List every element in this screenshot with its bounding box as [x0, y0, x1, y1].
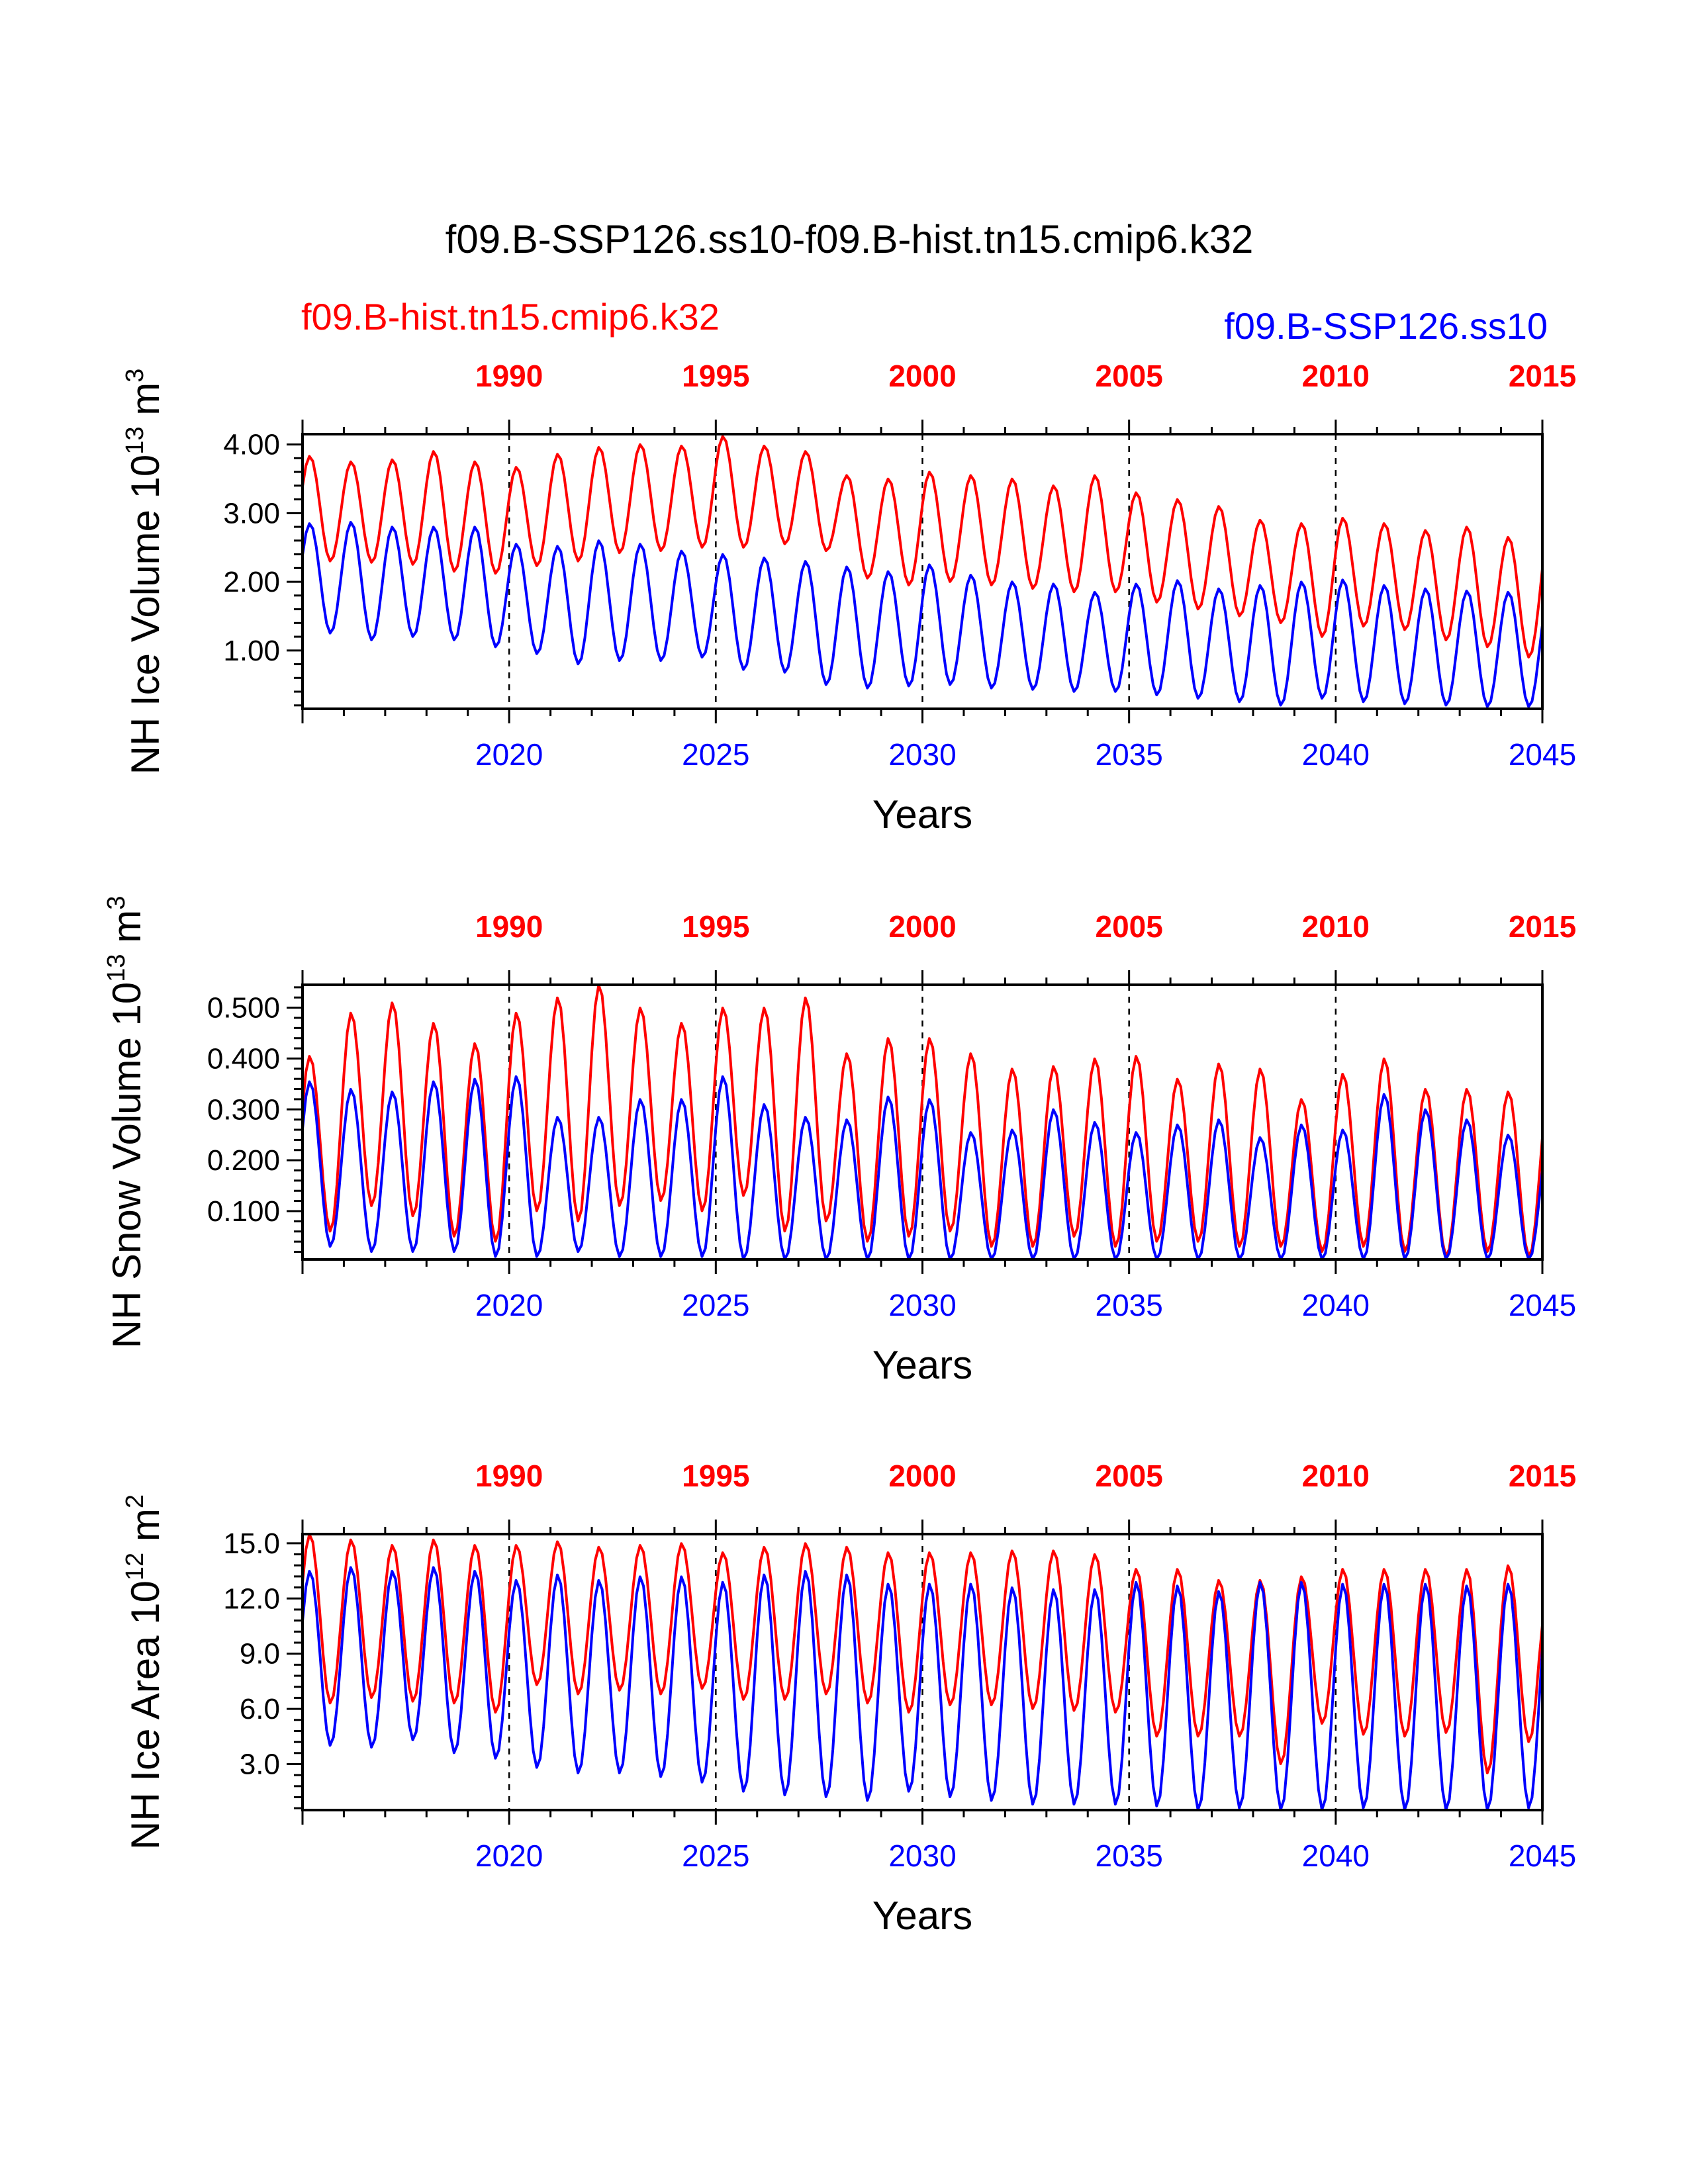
y-tick-label: 1.00 — [223, 635, 280, 667]
x-tick-label-hist: 1995 — [682, 1459, 749, 1493]
x-tick-label-ssp: 2045 — [1509, 737, 1576, 772]
x-tick-label-ssp: 2045 — [1509, 1839, 1576, 1873]
y-tick-label: 4.00 — [223, 429, 280, 461]
y-tick-label: 15.0 — [223, 1527, 280, 1560]
x-tick-label-ssp: 2035 — [1095, 1288, 1162, 1322]
series-line-hist — [301, 435, 1544, 659]
x-tick-label-hist: 2015 — [1509, 359, 1576, 393]
x-tick-label-hist: 2010 — [1302, 359, 1370, 393]
series-line-hist — [301, 1533, 1544, 1774]
x-tick-label-ssp: 2030 — [888, 1839, 956, 1873]
y-tick-label: 0.200 — [207, 1144, 280, 1177]
x-tick-label-hist: 1995 — [682, 359, 749, 393]
x-tick-label-ssp: 2030 — [888, 1288, 956, 1322]
x-tick-label-ssp: 2030 — [888, 737, 956, 772]
panel-ice-volume: 1.00 2.00 3.00 4.00 2020 2025 2030 2035 2040 2045… — [121, 359, 1576, 837]
x-tick-label-ssp: 2020 — [475, 737, 543, 772]
x-tick-label-hist: 2000 — [888, 909, 956, 944]
x-tick-label-hist: 2000 — [888, 1459, 956, 1493]
y-tick-label: 0.500 — [207, 992, 280, 1024]
series-line-ssp — [301, 1566, 1544, 1811]
x-tick-label-hist: 2000 — [888, 359, 956, 393]
x-tick-label-ssp: 2025 — [682, 1839, 749, 1873]
legend-hist-label: f09.B-hist.tn15.cmip6.k32 — [301, 296, 720, 338]
x-tick-label-ssp: 2035 — [1095, 1839, 1162, 1873]
x-tick-label-hist: 2010 — [1302, 1459, 1370, 1493]
x-tick-label-hist: 1990 — [475, 359, 543, 393]
x-tick-label-hist: 2010 — [1302, 909, 1370, 944]
y-tick-label: 9.0 — [240, 1638, 280, 1670]
x-tick-label-hist: 2005 — [1095, 1459, 1162, 1493]
y-axis-label: NH Ice Volume 1013 m3 — [121, 369, 167, 775]
x-tick-label-hist: 2005 — [1095, 909, 1162, 944]
y-tick-label: 12.0 — [223, 1582, 280, 1615]
x-tick-label-ssp: 2040 — [1302, 1839, 1370, 1873]
x-tick-label-hist: 1990 — [475, 909, 543, 944]
x-tick-label-ssp: 2020 — [475, 1288, 543, 1322]
x-axis-label: Years — [872, 1893, 972, 1938]
y-tick-label: 0.100 — [207, 1195, 280, 1228]
series-line-ssp — [301, 1075, 1544, 1261]
x-tick-label-ssp: 2040 — [1302, 737, 1370, 772]
x-tick-label-hist: 2015 — [1509, 909, 1576, 944]
legend-ssp-label: f09.B-SSP126.ss10 — [1224, 305, 1548, 347]
series-line-ssp — [301, 521, 1544, 708]
x-tick-label-hist: 2015 — [1509, 1459, 1576, 1493]
x-tick-label-hist: 1995 — [682, 909, 749, 944]
figure-title: f09.B-SSP126.ss10-f09.B-hist.tn15.cmip6.… — [445, 217, 1254, 261]
x-tick-label-hist: 2005 — [1095, 359, 1162, 393]
x-tick-label-ssp: 2020 — [475, 1839, 543, 1873]
panel-ice-area: 3.0 6.0 9.0 12.0 15.0 2020 2025 2030 2035 2040 204… — [121, 1459, 1576, 1938]
series-line-hist — [301, 983, 1544, 1258]
y-tick-label: 6.0 — [240, 1693, 280, 1725]
panel-snow-volume: 0.100 0.200 0.300 0.400 0.500 2020 2025 2030 203… — [103, 896, 1576, 1387]
x-axis-label: Years — [872, 792, 972, 837]
y-tick-label: 0.400 — [207, 1042, 280, 1075]
x-tick-label-hist: 1990 — [475, 1459, 543, 1493]
x-tick-label-ssp: 2025 — [682, 1288, 749, 1322]
y-tick-label: 3.0 — [240, 1749, 280, 1781]
x-tick-label-ssp: 2040 — [1302, 1288, 1370, 1322]
x-tick-label-ssp: 2035 — [1095, 737, 1162, 772]
y-axis-label: NH Ice Area 1012 m2 — [121, 1494, 167, 1850]
y-tick-label: 3.00 — [223, 497, 280, 529]
x-tick-label-ssp: 2045 — [1509, 1288, 1576, 1322]
x-tick-label-ssp: 2025 — [682, 737, 749, 772]
y-tick-label: 0.300 — [207, 1093, 280, 1126]
y-axis-label: NH Snow Volume 1013 m3 — [103, 896, 149, 1349]
y-tick-label: 2.00 — [223, 566, 280, 598]
x-axis-label: Years — [872, 1343, 972, 1387]
